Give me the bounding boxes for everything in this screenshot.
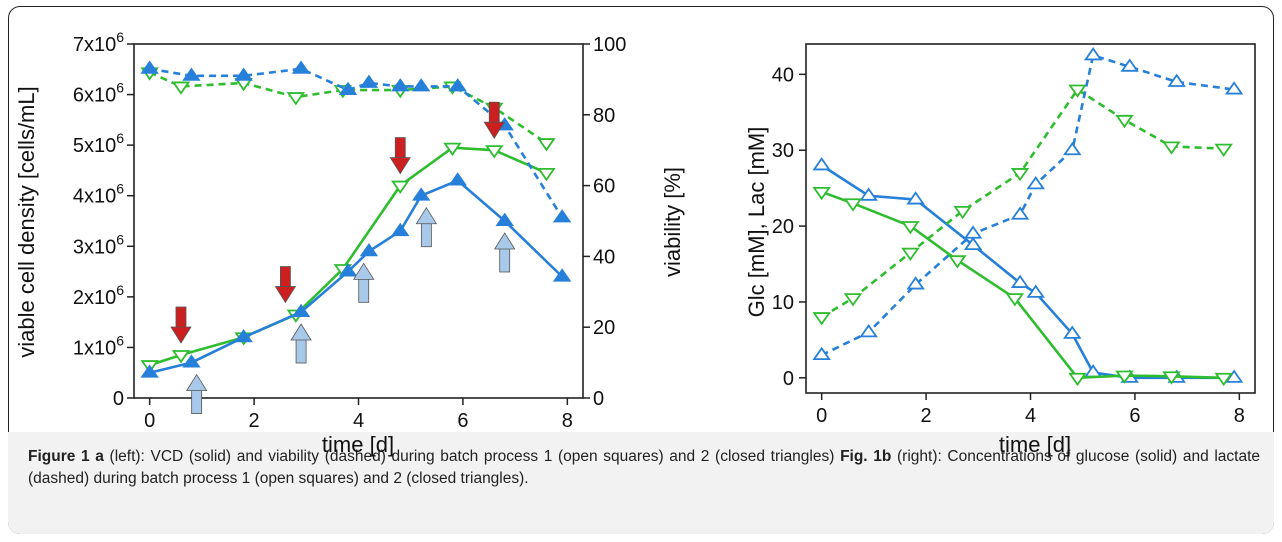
red-down-arrow-icon: [274, 266, 297, 304]
chart-a-ytick-right-label: 80: [593, 105, 615, 127]
caption-label-a: Figure 1 a: [28, 448, 104, 465]
chart-a-data-point: [171, 81, 191, 95]
chart-a-data-point: [338, 263, 358, 277]
chart-a-ytick-left-label: 3x106: [73, 231, 124, 258]
chart-a-series-line: [149, 67, 564, 219]
caption-box: [8, 432, 1274, 534]
red-down-arrow-icon: [483, 101, 505, 139]
chart-a-data-point: [291, 60, 311, 74]
chart-a-data-point: [391, 180, 410, 194]
chart-a-data-point: [286, 92, 306, 106]
chart-a-data-point: [411, 78, 431, 92]
chart-a-data-point: [359, 74, 379, 88]
chart-a-ytick-right-label: 40: [593, 246, 615, 268]
chart-a-data-point: [443, 142, 462, 156]
red-down-arrow-icon: [389, 137, 411, 175]
plot-area-a: [133, 43, 584, 399]
chart-a-data-point: [391, 222, 410, 237]
chart-a-ytick-right-label: 100: [593, 34, 626, 56]
blue-up-arrow-icon: [185, 373, 208, 415]
chart-a-data-point: [552, 209, 572, 223]
chart-a-data-point: [140, 364, 159, 378]
chart-a-ytick-left-label: 6x106: [73, 80, 124, 107]
chart-a-ytick-right-label: 20: [593, 317, 615, 339]
chart-a-data-point: [485, 145, 504, 159]
chart-a-xtick-label: 6: [457, 410, 468, 432]
chart-a-xlabel: time [d]: [322, 432, 394, 457]
blue-up-arrow-icon: [352, 262, 375, 303]
blue-up-arrow-icon: [415, 206, 438, 248]
chart-a-data-point: [182, 354, 201, 368]
chart-a-ytick-left-label: 0: [113, 388, 124, 410]
chart-a-ytick-right-label: 60: [593, 176, 615, 198]
chart-a-data-point: [411, 187, 431, 201]
chart-a-ylabel-right: viability [%]: [660, 167, 685, 277]
chart-a-ytick-left-label: 2x106: [73, 282, 124, 309]
chart-a-data-point: [495, 212, 514, 226]
chart-a-data-point: [391, 78, 410, 92]
chart-a-data-point: [338, 81, 358, 95]
chart-a-ytick-left-label: 4x106: [73, 181, 124, 208]
chart-a-data-point: [291, 303, 311, 317]
chart-a-xtick-label: 4: [353, 410, 364, 432]
chart-a-xtick-label: 2: [249, 410, 260, 432]
caption-label-b: Fig. 1b: [840, 448, 892, 465]
blue-up-arrow-icon: [493, 232, 516, 273]
chart-a-data-point: [171, 350, 191, 364]
chart-a-xtick-label: 8: [562, 410, 573, 432]
chart-a-data-point: [140, 60, 159, 74]
chart-a-ytick-left-label: 5x106: [73, 130, 124, 157]
chart-a-data-point: [448, 172, 467, 186]
caption-text-b: (right): Concentrations of glucose (soli…: [28, 448, 1261, 487]
chart-a-ytick-left-label: 1x106: [73, 332, 124, 359]
red-down-arrow-icon: [170, 306, 192, 344]
chart-a-ytick-left-label: 7x106: [73, 29, 124, 56]
figure-caption: Figure 1 a (left): VCD (solid) and viabi…: [28, 446, 1260, 490]
chart-a-ytick-right-label: 0: [593, 388, 604, 410]
caption-text-a: (left): VCD (solid) and viability (dashe…: [103, 448, 841, 465]
chart-a-ylabel-left: viable cell density [cells/mL]: [14, 86, 39, 357]
chart-a-data-point: [537, 168, 556, 182]
chart-a-data-point: [359, 243, 379, 257]
chart-a-data-point: [448, 78, 467, 92]
chart-a-data-point: [552, 268, 572, 282]
chart-a-data-point: [234, 328, 253, 343]
blue-up-arrow-icon: [290, 323, 312, 364]
chart-a-data-point: [182, 67, 201, 81]
chart-a-data-point: [537, 138, 556, 152]
chart-a-xtick-label: 0: [144, 410, 155, 432]
chart-a-data-point: [234, 67, 253, 81]
